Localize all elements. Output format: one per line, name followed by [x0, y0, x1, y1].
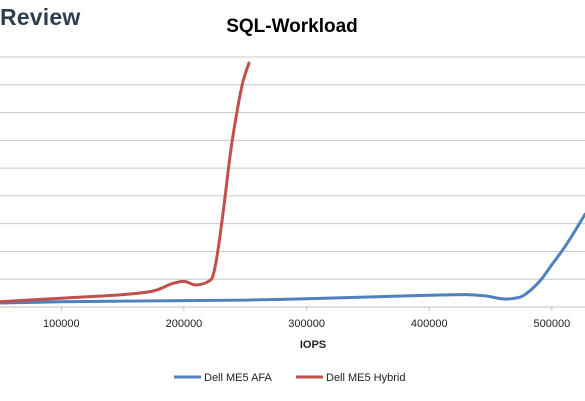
x-tick-label: 500000: [534, 318, 571, 330]
x-tick-label: 200000: [166, 318, 203, 330]
x-tick-label: 300000: [288, 318, 325, 330]
x-axis-ticks: 100000 200000 300000 400000 500000: [43, 307, 570, 330]
x-axis-label: IOPS: [300, 339, 326, 351]
chart-series: [0, 61, 585, 305]
x-tick-label: 100000: [43, 318, 80, 330]
chart-title: SQL-Workload: [226, 16, 358, 37]
legend-label: Dell ME5 Hybrid: [326, 372, 405, 384]
series-line-hybrid: [0, 61, 251, 304]
chart-gridlines: [0, 56, 585, 308]
x-tick-label: 400000: [411, 318, 448, 330]
chart-legend: Dell ME5 AFA Dell ME5 Hybrid: [174, 372, 405, 384]
series-line-afa: [0, 212, 585, 305]
legend-label: Dell ME5 AFA: [204, 372, 273, 384]
review-logo: Review: [0, 4, 81, 30]
